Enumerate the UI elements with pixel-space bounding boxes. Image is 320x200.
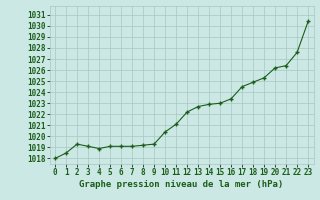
X-axis label: Graphe pression niveau de la mer (hPa): Graphe pression niveau de la mer (hPa)	[79, 180, 284, 189]
